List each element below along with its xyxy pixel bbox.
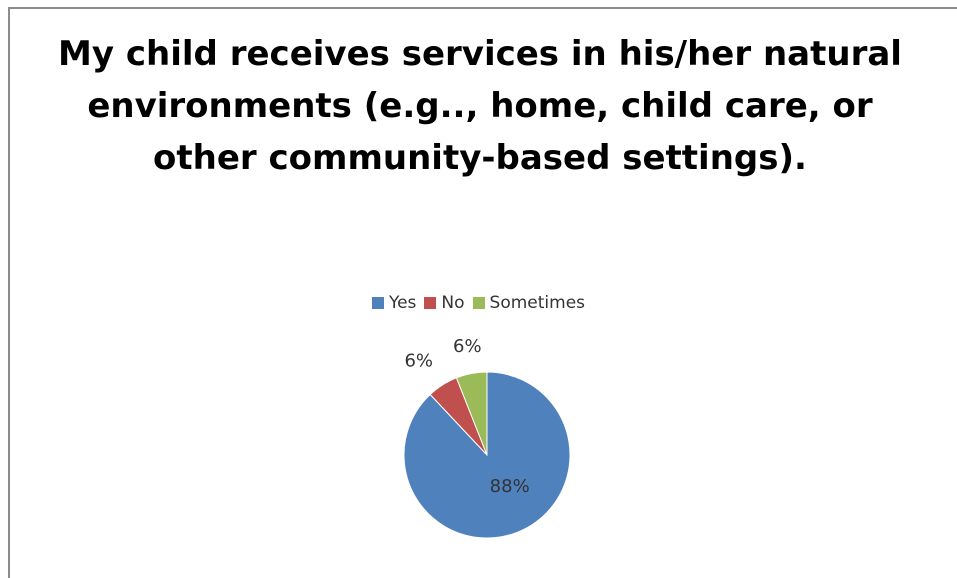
legend-label-no: No	[441, 293, 465, 313]
legend-swatch-no	[424, 297, 437, 309]
pie-slice-sometimes	[455, 371, 488, 456]
legend-item-no: No	[424, 293, 465, 313]
frame-border-left	[8, 7, 10, 578]
legend-item-sometimes: Sometimes	[472, 293, 586, 313]
legend-label-sometimes: Sometimes	[489, 293, 586, 313]
chart-title: My child receives services in his/her na…	[58, 34, 902, 178]
frame-border-top	[8, 7, 957, 9]
legend-swatch-yes	[371, 297, 384, 309]
pie-label-no: 6%	[404, 350, 433, 371]
pie-label-yes: 88%	[490, 476, 530, 497]
legend-label-yes: Yes	[388, 293, 417, 313]
legend-swatch-sometimes	[472, 297, 485, 309]
pie-label-sometimes: 6%	[453, 336, 482, 357]
chart-legend: Yes No Sometimes	[0, 290, 957, 316]
legend-item-yes: Yes	[371, 293, 417, 313]
pie-slice-yes	[403, 371, 571, 539]
